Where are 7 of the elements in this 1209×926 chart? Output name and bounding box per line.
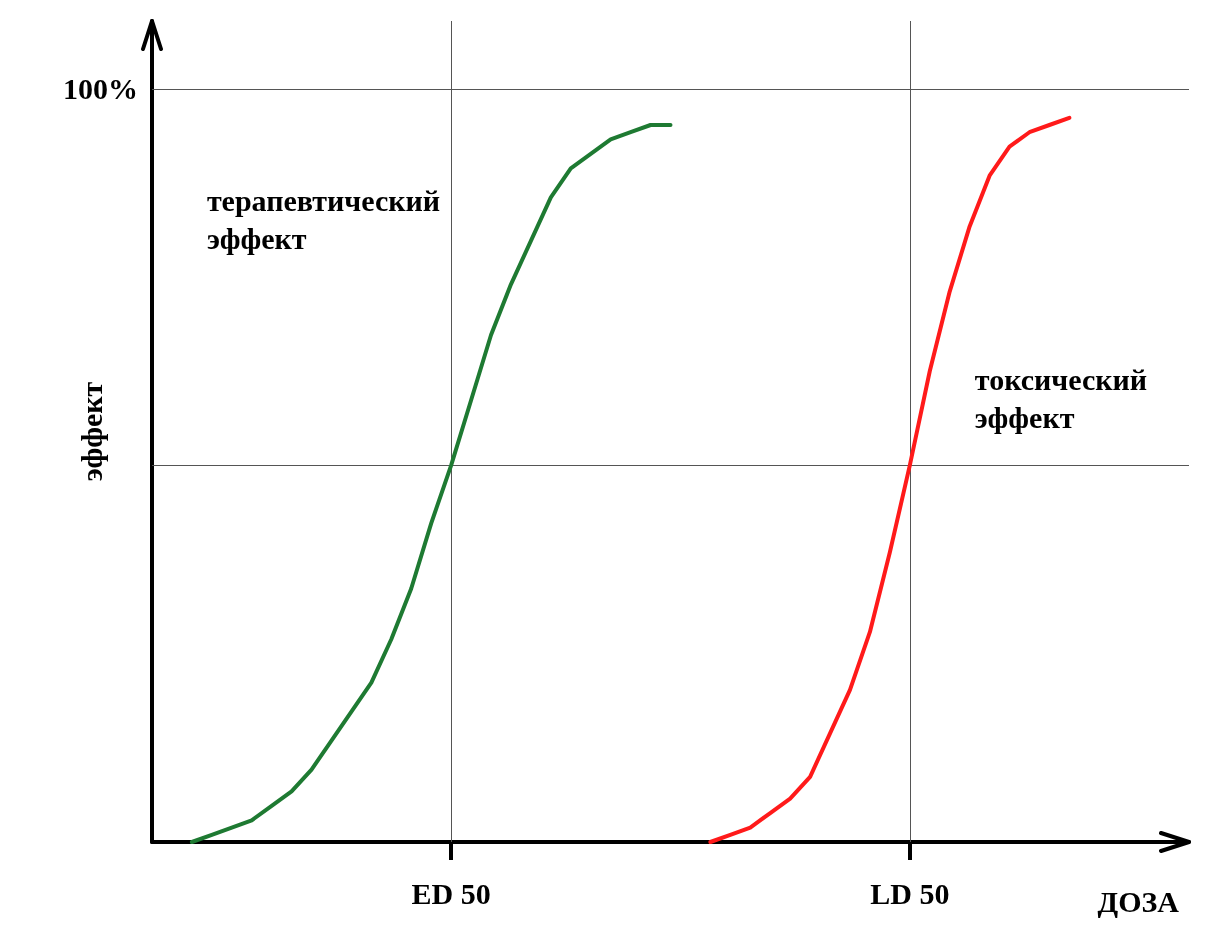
y-axis-title: эффект bbox=[74, 381, 108, 482]
x-axis-title: ДОЗА bbox=[1097, 884, 1180, 918]
series-label: токсический эффект bbox=[974, 362, 1148, 434]
text: 100% bbox=[63, 72, 138, 106]
x-tick-label: LD 50 bbox=[870, 876, 950, 910]
x-tick-label: ED 50 bbox=[411, 876, 491, 910]
text: терапевтический эффект bbox=[206, 183, 441, 255]
